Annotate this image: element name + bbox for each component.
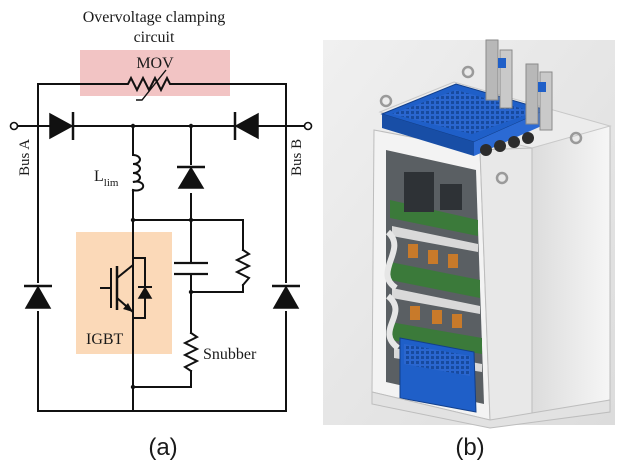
diode-top-left: [49, 112, 75, 140]
snubber-label: Snubber: [203, 346, 257, 363]
snubber-capacitor: [174, 261, 208, 276]
igbt-box: [76, 232, 172, 354]
panel-a-caption: (a): [148, 434, 177, 461]
snubber-resistor: [182, 331, 200, 373]
cabinet-base: [371, 391, 611, 429]
bus-a-label: Bus A: [17, 139, 33, 176]
resistor-right: [234, 248, 252, 287]
clamp-title-line1: Overvoltage clamping: [83, 9, 226, 26]
panel-a-circuit: Overvoltage clamping circuit: [9, 9, 313, 461]
inductor-symbol: [131, 153, 145, 192]
bus-b-label: Bus B: [289, 139, 305, 176]
igbt-label: IGBT: [86, 331, 124, 348]
igbt-symbol: [100, 264, 153, 313]
mov-label: MOV: [136, 55, 174, 72]
junction-dots: [130, 123, 194, 390]
top-cover-front-edge: [382, 114, 474, 156]
panel-b-render: (b): [323, 39, 615, 461]
lifting-eyes: [379, 65, 583, 185]
cabinet-side-panel: [531, 125, 611, 419]
diode-bottom-right: [271, 283, 301, 311]
diode-top-right: [233, 112, 259, 140]
mov-varistor-symbol: [121, 69, 177, 101]
bus-a-terminal: [9, 121, 19, 131]
diode-bottom-left: [23, 283, 53, 311]
bottom-cover-mesh: [404, 344, 470, 376]
bus-b-terminal: [303, 121, 313, 131]
clamp-title-line2: circuit: [134, 29, 175, 46]
busbar-terminals: [485, 39, 553, 131]
top-cover-mesh: [392, 90, 534, 134]
panel-b-caption: (b): [455, 434, 484, 461]
diode-middle: [176, 165, 206, 193]
inductor-label: Llim: [94, 168, 119, 189]
top-connectors: [480, 132, 534, 156]
